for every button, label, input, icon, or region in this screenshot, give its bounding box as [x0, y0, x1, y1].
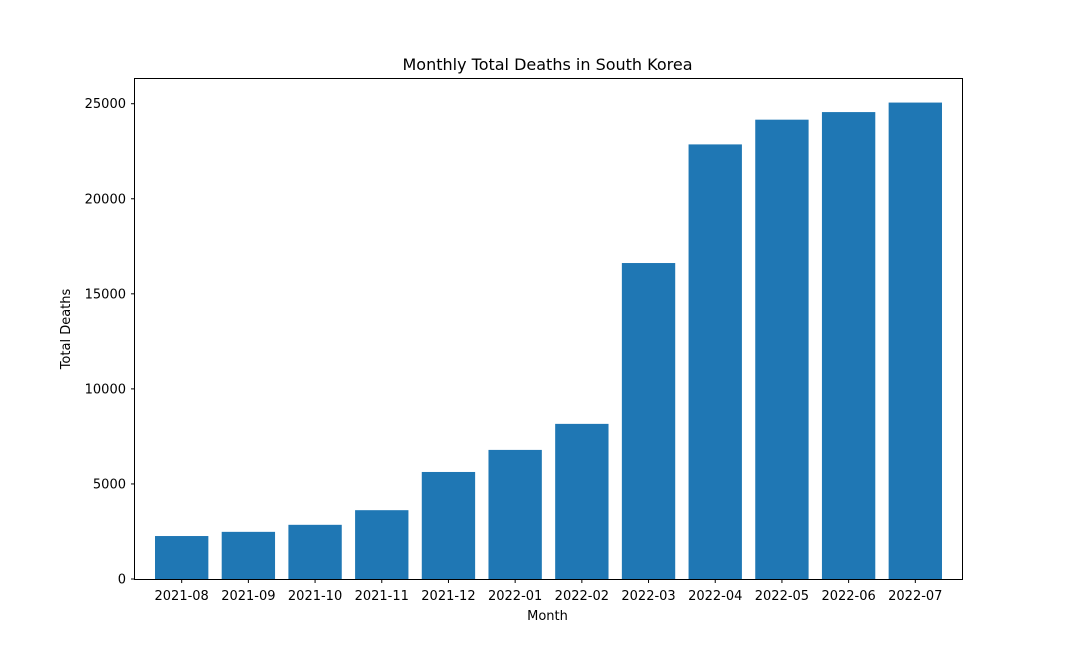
- x-tick-label: 2022-06: [821, 589, 875, 604]
- bar-2022-02: [555, 423, 609, 579]
- x-axis-label: Month: [527, 609, 568, 624]
- y-tick-label: 25000: [85, 97, 126, 112]
- bar-2021-08: [155, 536, 209, 579]
- bar-2022-01: [488, 449, 542, 579]
- bar-2021-11: [355, 510, 409, 579]
- x-tick-label: 2022-07: [888, 589, 942, 604]
- bar-2022-04: [688, 144, 742, 579]
- x-tick-label: 2022-03: [621, 589, 675, 604]
- x-tick-label: 2021-11: [355, 589, 409, 604]
- y-tick-label: 0: [118, 573, 126, 588]
- bars-group: [155, 102, 942, 580]
- bar-2021-09: [221, 531, 276, 579]
- y-axis-label: Total Deaths: [59, 288, 74, 370]
- bar-2021-10: [288, 524, 342, 579]
- y-tick-label: 5000: [93, 477, 126, 492]
- y-tick-label: 10000: [85, 382, 126, 397]
- bar-2022-05: [755, 119, 809, 580]
- x-tick-label: 2021-08: [155, 589, 209, 604]
- x-tick-label: 2021-10: [288, 589, 342, 604]
- x-tick-label: 2022-02: [555, 589, 609, 604]
- bar-2022-07: [888, 102, 942, 579]
- x-tick-label: 2022-04: [688, 589, 742, 604]
- bar-2021-12: [421, 471, 476, 579]
- bar-2022-06: [821, 112, 876, 579]
- y-tick-label: 20000: [85, 192, 126, 207]
- chart-title: Monthly Total Deaths in South Korea: [402, 55, 692, 74]
- x-tick-label: 2021-12: [421, 589, 475, 604]
- x-tick-label: 2021-09: [221, 589, 275, 604]
- plot-area-frame: [134, 78, 963, 580]
- bar-2022-03: [621, 263, 676, 579]
- x-axis-ticks: 2021-08 2021-09 2021-10 2021-11 2021-12 2022-…: [155, 579, 942, 604]
- x-tick-label: 2022-01: [488, 589, 542, 604]
- x-tick-label: 2022-05: [755, 589, 809, 604]
- y-tick-label: 15000: [85, 287, 126, 302]
- y-axis-ticks: 0 5000 10000 15000 20000 25000: [85, 97, 135, 588]
